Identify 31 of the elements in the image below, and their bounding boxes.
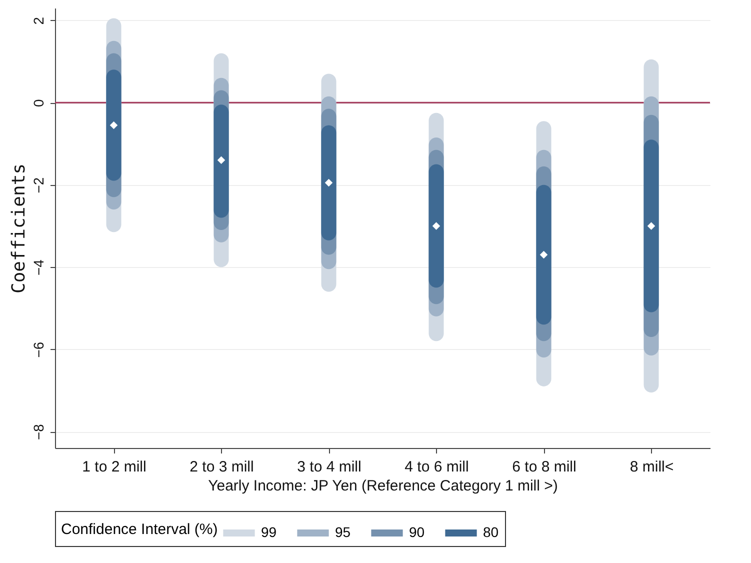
y-tick-label: −4 <box>30 259 46 276</box>
legend-label: 99 <box>261 524 277 540</box>
bar <box>536 184 552 325</box>
point <box>540 250 548 259</box>
bar <box>644 140 659 312</box>
point <box>647 222 656 230</box>
bar <box>321 125 336 240</box>
y-tick-label: −6 <box>30 342 46 358</box>
legend-label: 90 <box>409 524 425 540</box>
legend-label: 95 <box>335 524 351 540</box>
point <box>110 121 118 130</box>
y-tick-label: −2 <box>30 177 46 194</box>
legend-title: Confidence Interval (%) <box>61 521 218 538</box>
bar <box>428 164 444 288</box>
y-tick-label: 2 <box>30 16 46 25</box>
y-axis-title: Coefficients <box>8 163 30 294</box>
y-tick-label: 0 <box>30 98 46 107</box>
point <box>324 178 333 187</box>
x-tick-label: 4 to 6 mill <box>404 458 469 476</box>
point <box>217 156 226 164</box>
bar <box>214 104 229 218</box>
x-tick-label: 2 to 3 mill <box>190 458 254 476</box>
point <box>432 222 440 230</box>
x-tick-label: 3 to 4 mill <box>297 458 362 476</box>
y-tick-label: −8 <box>30 424 46 440</box>
bar <box>106 70 122 181</box>
x-tick-label: 6 to 8 mill <box>512 458 576 476</box>
legend-label: 80 <box>483 524 499 540</box>
x-axis-title: Yearly Income: JP Yen (Reference Category 1 mill >) <box>208 478 558 494</box>
x-tick-label: 8 mill< <box>630 458 674 476</box>
x-tick-label: 1 to 2 mill <box>82 458 146 476</box>
